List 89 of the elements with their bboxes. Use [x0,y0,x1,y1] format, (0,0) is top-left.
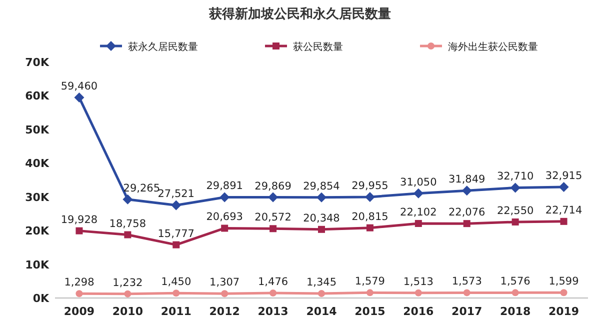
point [364,192,375,202]
data-label: 32,915 [545,170,582,182]
data-label: 27,521 [158,188,195,200]
data-label: 32,710 [496,170,534,183]
chart-title: 获得新加坡公民和永久居民数量 [208,6,391,22]
point [413,188,424,198]
legend-label: 海外出生获公民数量 [448,41,538,53]
x-tick-label: 2015 [354,305,386,318]
point [318,226,325,233]
data-label: 19,928 [60,214,98,226]
point [463,220,470,228]
point [560,218,568,225]
data-label: 22,714 [545,204,582,216]
point [318,290,325,297]
data-label: 31,050 [400,176,437,188]
x-tick-label: 2010 [112,305,144,318]
y-tick-label: 30K [25,190,50,204]
point [510,182,520,193]
x-tick-label: 2018 [500,305,531,318]
data-label: 15,777 [158,228,195,240]
point [221,224,228,232]
point [171,200,182,210]
data-label: 20,348 [303,212,340,224]
legend-label: 获公民数量 [293,41,343,53]
data-label: 1,232 [112,276,143,289]
point [172,241,180,248]
y-tick-label: 40K [25,157,50,170]
point [462,186,472,196]
data-label: 1,579 [354,276,385,288]
point [221,290,228,298]
y-tick-label: 60K [25,90,50,103]
point [268,192,278,202]
point [560,289,568,296]
y-tick-label: 10K [25,258,50,272]
point [124,290,132,298]
y-tick-label: 50K [25,123,50,136]
data-label: 20,572 [254,212,292,224]
data-label: 29,265 [123,182,160,194]
point [414,289,422,296]
point [558,182,569,192]
data-label: 59,460 [60,80,98,93]
point [172,290,180,297]
point [366,289,374,296]
data-label: 20,693 [206,211,243,224]
data-label: 1,573 [452,276,482,288]
data-label: 1,576 [500,276,531,288]
data-label: 20,815 [352,210,388,223]
point [512,218,519,226]
point [220,192,230,202]
point [270,290,277,297]
point [74,92,84,103]
legend-label: 获永久居民数量 [128,41,198,53]
data-label: 29,891 [206,180,243,192]
data-label: 1,307 [210,276,240,289]
point [124,231,132,238]
y-tick-label: 20K [25,224,50,238]
point [316,192,326,202]
x-tick-label: 2014 [306,305,338,318]
data-label: 31,849 [448,174,486,186]
x-tick-label: 2017 [452,305,482,318]
data-label: 29,854 [303,180,340,192]
data-label: 1,450 [161,276,192,288]
x-tick-label: 2019 [548,305,580,318]
data-label: 1,298 [64,276,94,289]
point [414,220,422,227]
point [76,227,83,234]
data-label: 1,476 [258,276,288,288]
x-tick-label: 2016 [403,305,434,318]
point [76,290,83,298]
data-label: 29,955 [352,180,388,192]
y-tick-label: 70K [25,56,50,69]
data-label: 22,102 [400,206,437,218]
y-tick-label: 0K [32,292,50,305]
data-label: 29,869 [254,180,292,192]
data-label: 1,599 [548,276,579,288]
point [122,194,133,204]
point [512,289,519,296]
data-label: 18,758 [109,218,146,230]
point [270,225,277,232]
x-tick-label: 2011 [160,305,192,318]
data-label: 22,550 [496,204,534,217]
point [366,224,374,232]
x-tick-label: 2013 [258,305,288,318]
data-label: 1,345 [306,276,337,288]
x-tick-label: 2009 [64,305,95,318]
data-label: 1,513 [403,276,434,288]
point [463,289,470,296]
data-label: 22,076 [448,206,486,219]
x-tick-label: 2012 [209,305,240,318]
